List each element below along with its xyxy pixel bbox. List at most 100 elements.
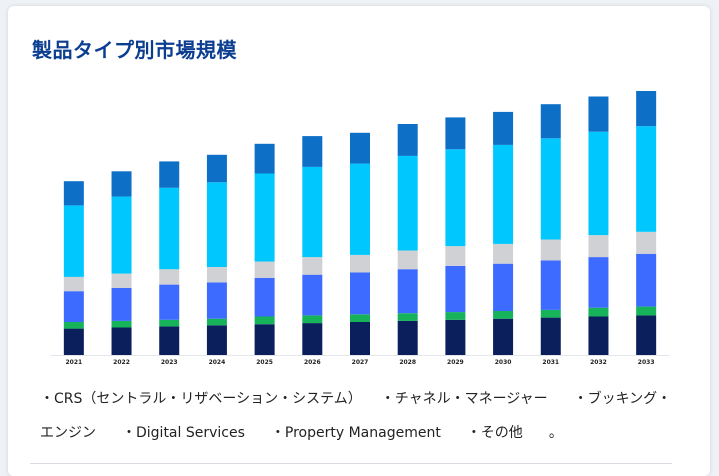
bar-segment-2029-s1	[445, 319, 466, 355]
bar-segment-2024-s2	[206, 318, 227, 326]
bar-segment-2025-s2	[254, 316, 275, 325]
bar-segment-2021-s2	[63, 322, 84, 329]
bar-segment-2024-s6	[206, 154, 227, 183]
bar-segment-2031-s2	[540, 309, 561, 318]
bar-segment-2033-s3	[636, 253, 657, 307]
bar-segment-2032-s3	[588, 257, 609, 308]
bar-segment-2024-s4	[206, 267, 227, 283]
bar-segment-2032-s4	[588, 235, 609, 258]
x-tick-label-2025: 2025	[256, 359, 273, 366]
bar-segment-2027-s4	[350, 254, 370, 273]
x-tick-label-2029: 2029	[447, 359, 464, 366]
bar-segment-2028-s6	[397, 124, 418, 156]
bar-segment-2025-s1	[254, 324, 275, 355]
bar-segment-2030-s1	[493, 318, 514, 355]
x-tick-label-2033: 2033	[638, 359, 655, 366]
bar-segment-2023-s4	[159, 269, 180, 285]
bar-segment-2032-s6	[588, 96, 609, 132]
x-tick-label-2026: 2026	[304, 359, 321, 366]
bar-segment-2025-s6	[254, 143, 275, 174]
bar-segment-2025-s4	[254, 261, 275, 278]
bar-segment-2026-s6	[302, 136, 323, 167]
divider	[30, 463, 672, 464]
bar-segment-2029-s6	[445, 117, 466, 150]
bar-segment-2025-s3	[254, 278, 275, 317]
bar-segment-2030-s4	[493, 243, 514, 264]
bar-segment-2027-s1	[350, 322, 370, 355]
bar-segment-2022-s4	[111, 273, 132, 288]
x-tick-label-2032: 2032	[590, 359, 607, 366]
bar-segment-2033-s5	[636, 126, 657, 232]
x-tick-label-2028: 2028	[399, 359, 416, 366]
bar-segment-2024-s5	[206, 182, 227, 267]
bar-segment-2031-s6	[540, 104, 561, 139]
legend-item-digital-services: ・Digital Services	[122, 425, 245, 441]
bar-segment-2027-s5	[350, 163, 370, 255]
bar-segment-2021-s3	[63, 291, 84, 322]
legend-item-crs: ・CRS（セントラル・リザベーション・システム）	[40, 391, 355, 407]
bar-segment-2028-s4	[397, 250, 418, 270]
x-tick-label-2030: 2030	[495, 359, 512, 366]
x-tick-label-2024: 2024	[209, 359, 226, 366]
x-tick-label-2022: 2022	[113, 359, 130, 366]
bar-segment-2023-s6	[159, 161, 180, 188]
bar-segment-2023-s1	[159, 326, 180, 355]
x-tick-label-2023: 2023	[161, 359, 178, 366]
bar-segment-2031-s5	[540, 138, 561, 240]
bar-segment-2027-s3	[350, 272, 370, 315]
bar-segment-2022-s1	[111, 327, 132, 355]
bar-segment-2030-s5	[493, 144, 514, 244]
bar-segment-2026-s2	[302, 315, 323, 324]
bar-segment-2029-s3	[445, 265, 466, 313]
chart-title: 製品タイプ別市場規模	[32, 38, 237, 62]
bar-segment-2028-s2	[397, 313, 418, 321]
x-tick-label-2031: 2031	[542, 359, 559, 366]
bar-segment-2021-s4	[63, 276, 84, 292]
bar-segment-2021-s1	[63, 328, 84, 355]
bar-segment-2033-s6	[636, 91, 657, 127]
bar-segment-2021-s5	[63, 205, 84, 277]
bar-segment-2021-s6	[63, 181, 84, 206]
bar-segment-2023-s3	[159, 284, 180, 320]
x-tick-label-2021: 2021	[65, 359, 82, 366]
bar-segment-2030-s6	[493, 111, 514, 145]
bar-segment-2024-s3	[206, 282, 227, 319]
bar-segment-2031-s1	[540, 317, 561, 355]
legend-item-booking-engine: ・ブッキング・エンジン	[40, 391, 672, 441]
bar-segment-2032-s1	[588, 316, 609, 355]
bar-segment-2026-s1	[302, 323, 323, 355]
bar-segment-2028-s5	[397, 155, 418, 251]
bar-segment-2029-s2	[445, 312, 466, 320]
bar-segment-2031-s4	[540, 239, 561, 261]
bar-segment-2031-s3	[540, 260, 561, 310]
bar-segment-2033-s4	[636, 231, 657, 254]
bar-segment-2030-s2	[493, 311, 514, 319]
bar-segment-2022-s6	[111, 171, 132, 197]
bar-segment-2030-s3	[493, 263, 514, 311]
bar-segment-2024-s1	[206, 325, 227, 355]
bar-segment-2029-s5	[445, 149, 466, 247]
bar-segment-2026-s4	[302, 257, 323, 275]
bar-segment-2022-s5	[111, 196, 132, 274]
bar-segment-2029-s4	[445, 246, 466, 266]
bar-segment-2032-s2	[588, 307, 609, 317]
legend-item-property-management: ・Property Management	[270, 425, 441, 441]
bar-segment-2028-s3	[397, 269, 418, 314]
bar-segment-2027-s2	[350, 314, 370, 322]
legend-item-others: ・その他	[466, 425, 523, 441]
bar-segment-2022-s2	[111, 320, 132, 328]
bar-segment-2022-s3	[111, 287, 132, 321]
bar-segment-2026-s3	[302, 274, 323, 316]
legend-item-channel-manager: ・チャネル・マネージャー	[380, 391, 548, 407]
bar-segment-2023-s2	[159, 319, 180, 327]
legend-suffix: 。	[548, 425, 563, 441]
x-tick-label-2027: 2027	[352, 359, 369, 366]
bar-segment-2033-s2	[636, 306, 657, 316]
bar-segment-2025-s5	[254, 173, 275, 262]
bar-segment-2023-s5	[159, 187, 180, 270]
bar-segment-2032-s5	[588, 131, 609, 236]
bar-segment-2026-s5	[302, 166, 323, 258]
bar-segment-2033-s1	[636, 315, 657, 355]
legend: ・CRS（セントラル・リザベーション・システム） ・チャネル・マネージャー ・ブッキ…	[40, 382, 680, 450]
